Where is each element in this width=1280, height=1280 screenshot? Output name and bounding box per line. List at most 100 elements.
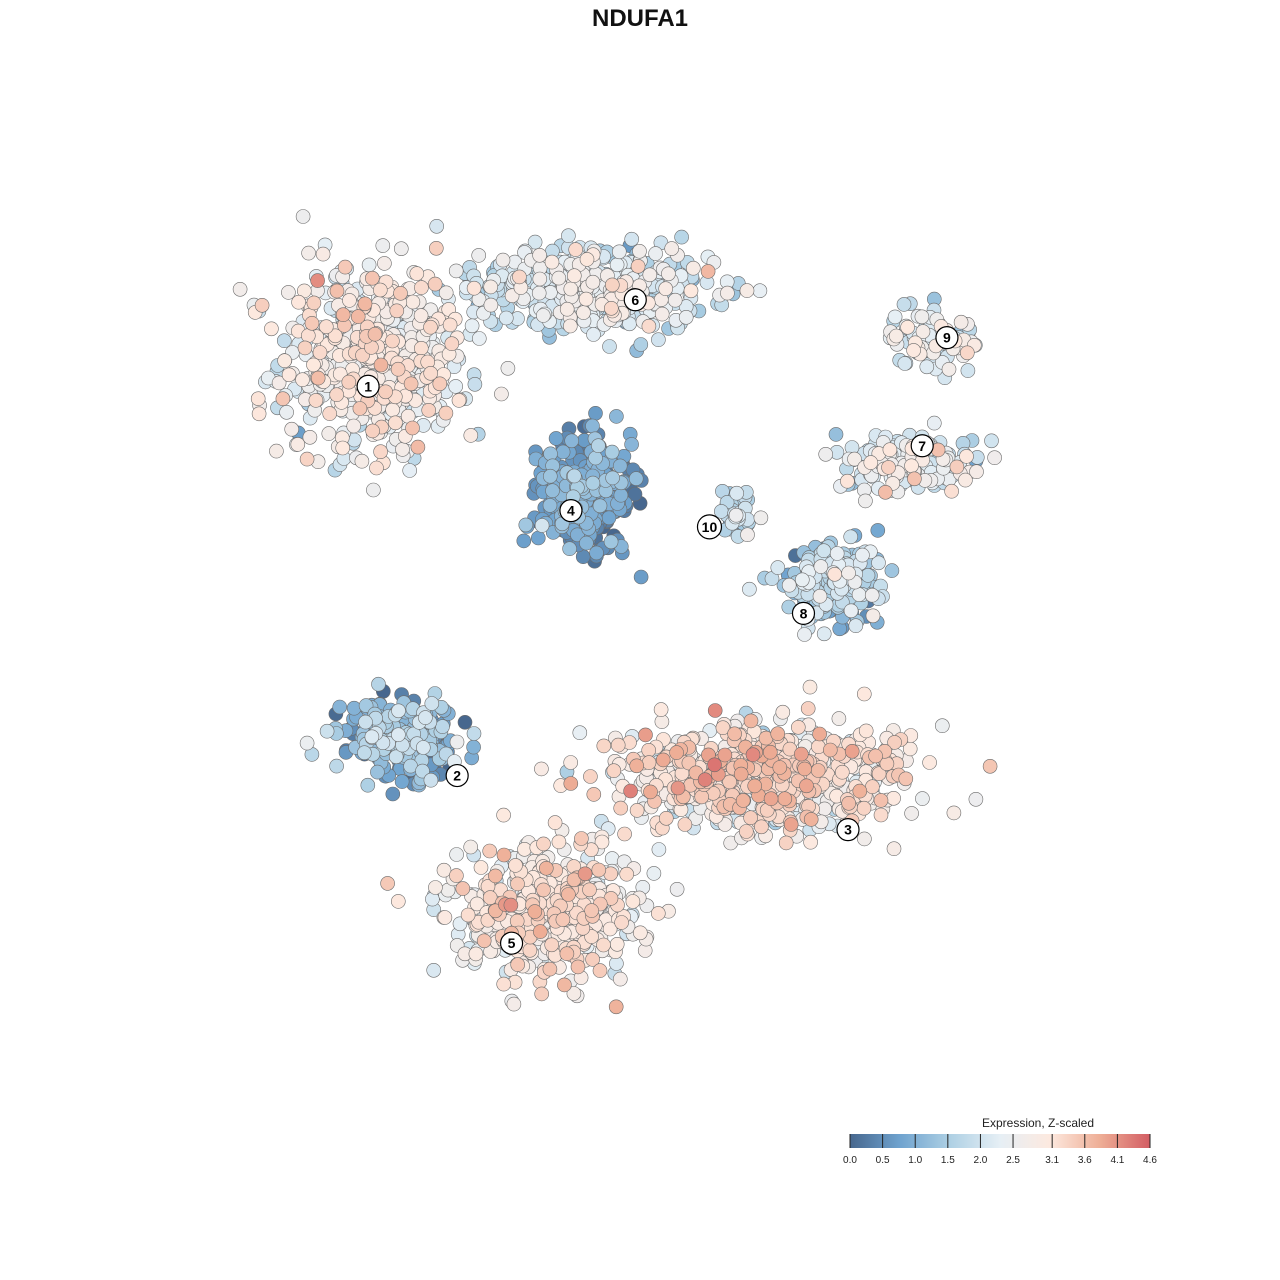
cell-point	[828, 427, 844, 442]
cell-point	[870, 523, 886, 538]
cell-point	[800, 701, 816, 716]
cell-point	[878, 484, 893, 500]
cell-point	[959, 449, 974, 464]
cluster-label-text: 2	[453, 768, 461, 784]
points-layer	[232, 209, 1002, 1015]
cell-point	[542, 468, 558, 484]
cell-point	[373, 444, 388, 460]
cell-point	[451, 393, 467, 408]
cell-point	[530, 530, 546, 546]
colorbar-title: Expression, Z-scaled	[982, 1116, 1094, 1130]
cell-point	[670, 780, 686, 796]
cell-point	[466, 280, 482, 296]
cell-point	[448, 379, 464, 394]
cell-point	[342, 293, 357, 308]
cell-point	[898, 771, 914, 787]
cell-point	[457, 714, 473, 730]
cell-point	[678, 309, 694, 325]
cell-point	[372, 282, 388, 298]
cell-point	[762, 744, 778, 760]
cell-point	[385, 333, 400, 349]
cell-point	[592, 498, 608, 514]
cell-point	[694, 789, 710, 805]
cell-point	[843, 529, 859, 545]
cell-point	[926, 415, 942, 431]
cell-point	[797, 627, 812, 642]
cell-point	[403, 376, 419, 392]
cell-point	[944, 483, 959, 499]
cell-point	[747, 778, 763, 794]
cell-point	[739, 283, 755, 298]
cell-point	[984, 433, 999, 449]
cell-point	[906, 343, 921, 358]
colorbar-tick-label: 4.1	[1110, 1155, 1124, 1166]
cell-point	[444, 336, 460, 352]
cell-point	[568, 242, 584, 257]
cell-point	[518, 517, 534, 533]
cell-point	[388, 749, 404, 765]
cell-point	[500, 360, 516, 376]
colorbar-legend: Expression, Z-scaled 0.0 0.5 1.0 1.5 2.0 2.5 3…	[843, 1116, 1157, 1166]
cell-point	[844, 743, 860, 759]
cell-point	[418, 710, 433, 725]
cell-point	[641, 742, 657, 758]
cell-point	[494, 386, 509, 402]
cell-point	[855, 547, 870, 563]
cell-point	[585, 475, 601, 491]
cell-point	[752, 283, 768, 299]
colorbar-tick-label: 1.5	[941, 1155, 955, 1166]
cell-point	[619, 866, 635, 882]
cell-point	[794, 572, 810, 588]
cell-point	[562, 318, 578, 334]
cell-point	[579, 252, 595, 267]
cell-point	[449, 868, 464, 883]
colorbar-tick-label: 4.6	[1143, 1155, 1157, 1166]
cell-point	[527, 234, 543, 250]
cell-point	[583, 769, 598, 784]
cell-point	[390, 894, 406, 909]
cell-point	[366, 482, 381, 498]
cell-point	[596, 738, 612, 754]
cell-point	[720, 285, 735, 301]
cell-point	[380, 876, 395, 891]
cell-point	[535, 308, 551, 323]
cell-point	[609, 409, 624, 424]
cell-point	[304, 315, 320, 331]
cell-point	[295, 372, 310, 388]
cell-point	[608, 999, 624, 1015]
cell-point	[904, 458, 919, 474]
cluster-label-10: 10	[696, 514, 723, 540]
cell-point	[810, 763, 826, 778]
cell-point	[763, 791, 779, 807]
cell-point	[664, 241, 680, 256]
cell-point	[460, 907, 476, 923]
cell-point	[281, 367, 297, 383]
cell-point	[579, 535, 594, 551]
cell-point	[604, 277, 620, 293]
cell-point	[586, 327, 601, 342]
cell-point	[341, 374, 357, 390]
cell-point	[865, 779, 880, 795]
cell-point	[864, 587, 880, 603]
cell-point	[321, 426, 337, 441]
cell-point	[602, 339, 617, 354]
cell-point	[922, 755, 937, 770]
cell-point	[603, 534, 619, 550]
cell-point	[390, 361, 406, 377]
cell-point	[641, 318, 657, 334]
cell-point	[650, 906, 666, 921]
cell-point	[532, 271, 548, 287]
cell-point	[438, 285, 454, 301]
cell-point	[442, 317, 458, 333]
chart-title: NDUFA1	[592, 5, 688, 32]
cell-point	[318, 319, 334, 335]
cell-point	[415, 763, 430, 779]
cell-point	[516, 533, 532, 549]
cell-point	[495, 252, 511, 268]
cell-point	[611, 244, 627, 260]
cell-point	[364, 270, 380, 286]
cell-point	[302, 429, 318, 445]
cell-point	[281, 285, 296, 300]
cell-point	[402, 463, 418, 478]
